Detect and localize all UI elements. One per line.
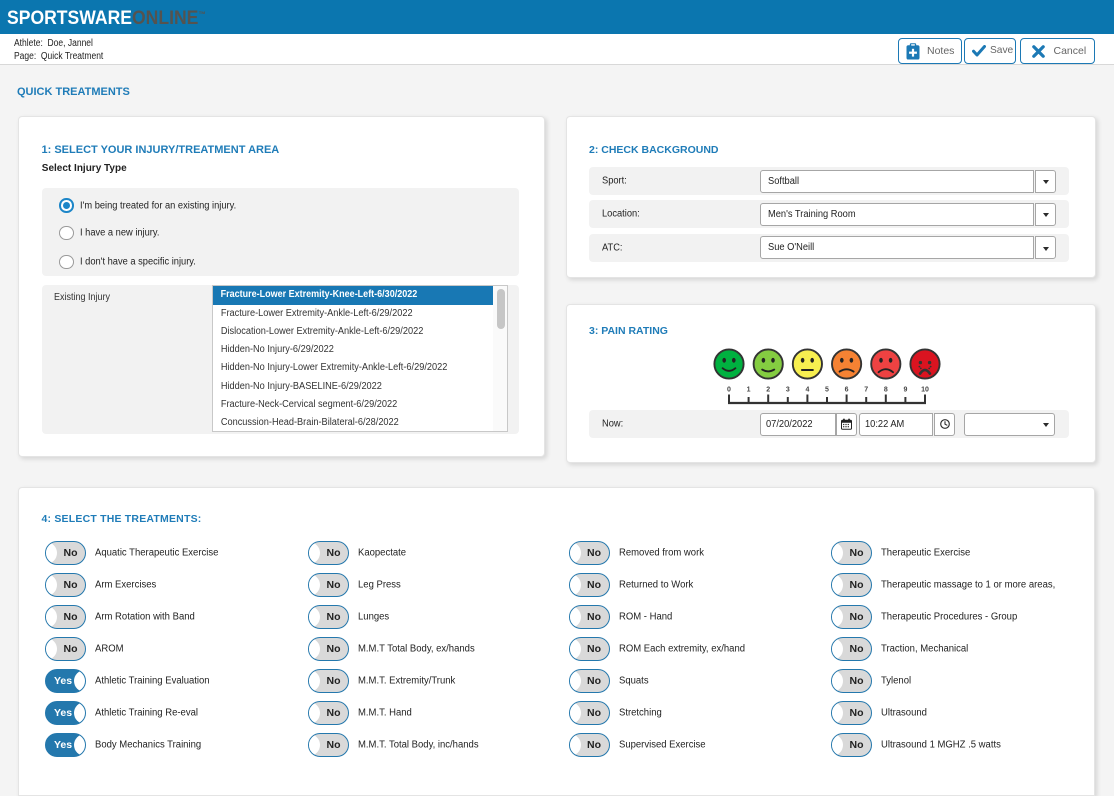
svg-text:6: 6 bbox=[845, 387, 849, 394]
svg-text:0: 0 bbox=[727, 387, 731, 394]
svg-text:10: 10 bbox=[921, 387, 929, 394]
svg-text:2: 2 bbox=[766, 387, 770, 394]
svg-text:4: 4 bbox=[805, 387, 809, 394]
svg-text:7: 7 bbox=[864, 387, 868, 394]
svg-text:1: 1 bbox=[747, 387, 751, 394]
svg-text:3: 3 bbox=[786, 387, 790, 394]
svg-text:5: 5 bbox=[825, 387, 829, 394]
svg-text:9: 9 bbox=[903, 387, 907, 394]
svg-text:8: 8 bbox=[884, 387, 888, 394]
